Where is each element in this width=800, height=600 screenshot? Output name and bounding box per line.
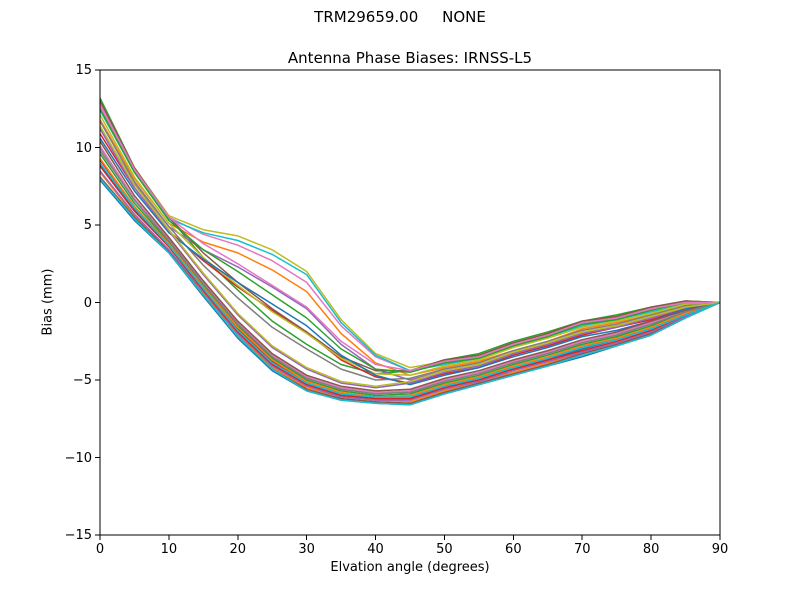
series-line [99,108,720,374]
y-tick-label: 5 [83,218,92,233]
series-line [99,120,721,381]
x-tick-label: 90 [711,542,729,557]
x-tick-label: 60 [505,542,522,557]
y-tick-label: 15 [75,63,92,78]
x-tick-label: 30 [298,542,315,557]
series-line [99,150,721,395]
x-axis-label: Elvation angle (degrees) [330,560,490,575]
figure-suptitle: TRM29659.00 NONE [314,8,486,26]
series-line [99,128,721,389]
series-line [99,145,721,394]
series-line [99,114,721,377]
series-line [99,157,721,398]
series-line [99,170,721,401]
series-line [99,165,721,400]
axes-title: Antenna Phase Biases: IRNSS-L5 [287,49,533,67]
x-tick-label: 50 [436,542,453,557]
x-tick-label: 40 [367,542,384,557]
y-tick-label: 0 [83,295,92,311]
series-line [99,137,721,386]
x-tick-label: 0 [95,542,105,557]
series-line [99,140,721,392]
series-line [99,103,720,372]
series-line [99,162,721,398]
y-tick-label: 10 [75,140,92,156]
x-tick-label: 10 [160,542,178,557]
x-tick-label: 70 [573,542,591,557]
axes-spines [99,69,721,536]
x-tick-label: 80 [642,542,660,557]
y-tick-label: −5 [72,373,92,388]
y-tick-label: −10 [64,450,92,466]
x-tick-label: 20 [229,542,247,557]
series-line [99,153,721,397]
series-line [99,178,721,406]
series-line [99,176,721,405]
y-tick-label: −15 [64,528,92,543]
series-line [99,125,721,387]
series-line [99,133,721,384]
